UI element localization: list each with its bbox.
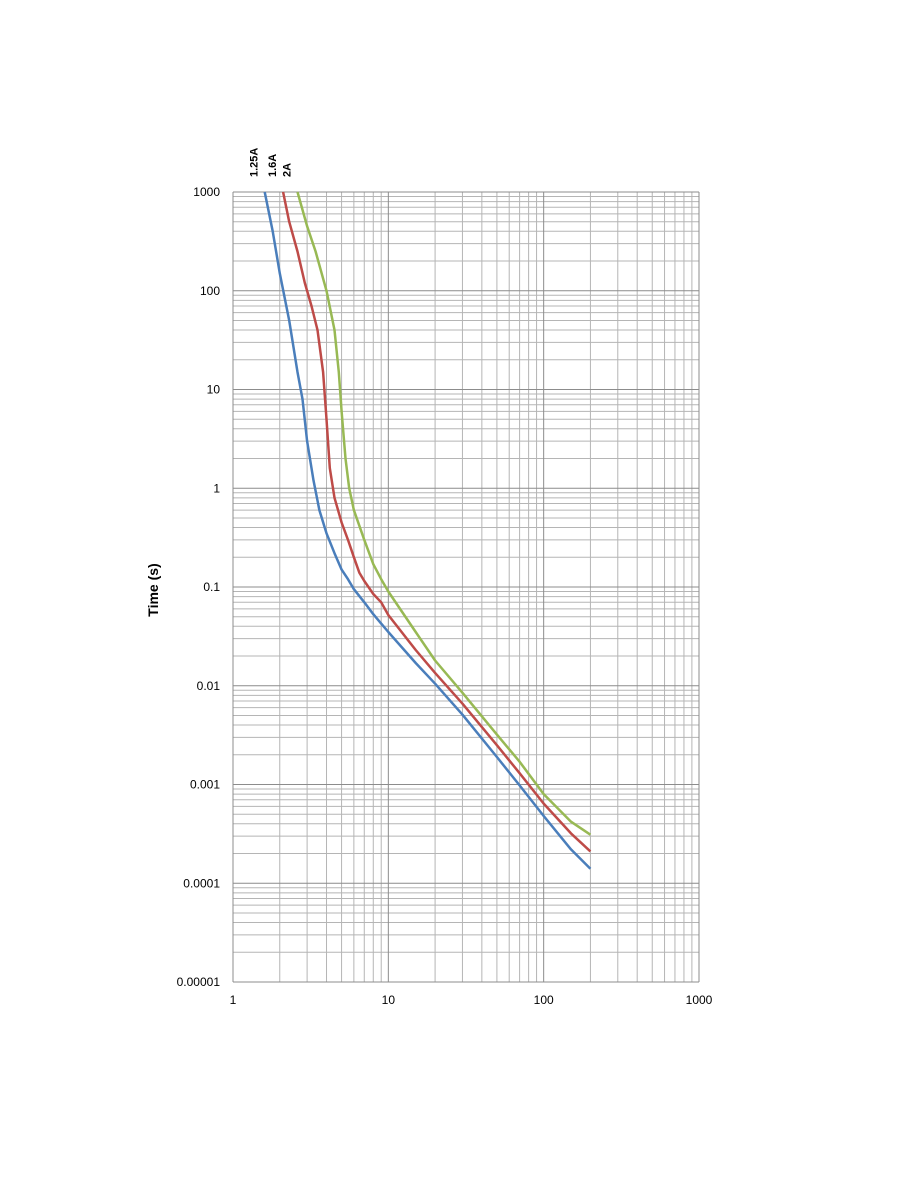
y-tick-label: 0.01 [197,679,221,693]
x-tick-label: 10 [382,993,396,1007]
y-tick-label: 1000 [193,185,220,199]
series-line [296,191,592,836]
x-axis-tick-labels: 1 10 100 1000 [230,993,713,1007]
y-axis-tick-labels: 1000 100 10 1 0.1 0.01 0.001 0.0001 0.00001 [177,185,221,989]
y-tick-label: 10 [207,383,221,397]
series-label: 2A [281,163,293,177]
y-tick-label: 100 [200,284,220,298]
x-tick-label: 1 [230,993,237,1007]
series-label: 1.25A [249,148,261,177]
series-line [263,191,592,870]
y-tick-label: 1 [213,481,220,495]
y-axis-label: Time (s) [145,563,161,616]
x-tick-label: 1000 [686,993,713,1007]
series-line [281,191,592,853]
y-tick-label: 0.00001 [177,975,221,989]
y-tick-label: 0.0001 [183,876,220,890]
major-gridlines [232,191,700,983]
x-tick-label: 100 [534,993,554,1007]
y-tick-label: 0.1 [203,580,220,594]
series-lines [263,191,592,870]
series-label: 1.6A [267,154,279,177]
series-labels: 1.25A 1.6A 2A [249,148,294,177]
y-tick-label: 0.001 [190,778,220,792]
